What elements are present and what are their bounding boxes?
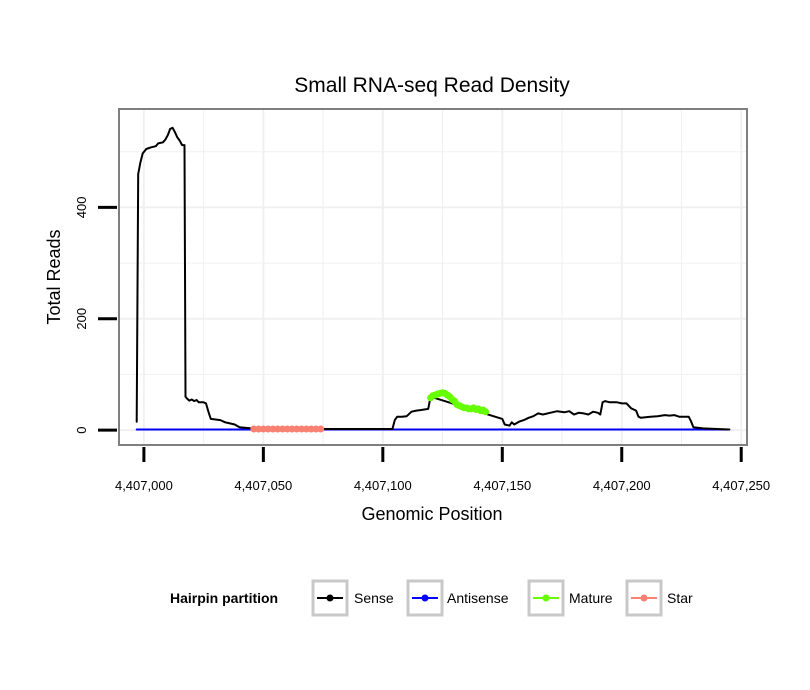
legend-label-sense: Sense [354,590,394,606]
x-tick-label: 4,407,050 [234,478,292,493]
legend-key-point [640,594,648,602]
grid-lines [120,110,746,444]
y-tick-label: 400 [74,197,89,219]
legend-label-antisense: Antisense [447,590,509,606]
data-series [135,126,731,433]
x-tick-label: 4,407,100 [354,478,412,493]
legend-key-point [421,594,429,602]
y-tick-label: 200 [74,308,89,330]
plot-panel [118,108,748,446]
x-axis-title: Genomic Position [361,504,502,524]
y-tick-label: 0 [74,426,89,433]
axes: 4,407,000 4,407,050 4,407,100 4,407,150 4,40… [74,197,770,493]
series-sense-line [135,126,731,431]
chart-title: Small RNA-seq Read Density [294,74,570,97]
legend-key-point [326,594,334,602]
series-mature-point [482,408,490,416]
legend-key-point [542,594,550,602]
series-star-point [317,425,325,433]
y-axis-title: Total Reads [44,229,64,324]
legend: Hairpin partition Sense Antisense Mature St… [170,579,693,617]
legend-label-mature: Mature [569,590,613,606]
legend-title: Hairpin partition [170,590,278,606]
legend-label-star: Star [667,590,693,606]
x-tick-label: 4,407,250 [712,478,770,493]
x-tick-label: 4,407,150 [473,478,531,493]
x-tick-label: 4,407,200 [593,478,651,493]
x-tick-label: 4,407,000 [115,478,173,493]
